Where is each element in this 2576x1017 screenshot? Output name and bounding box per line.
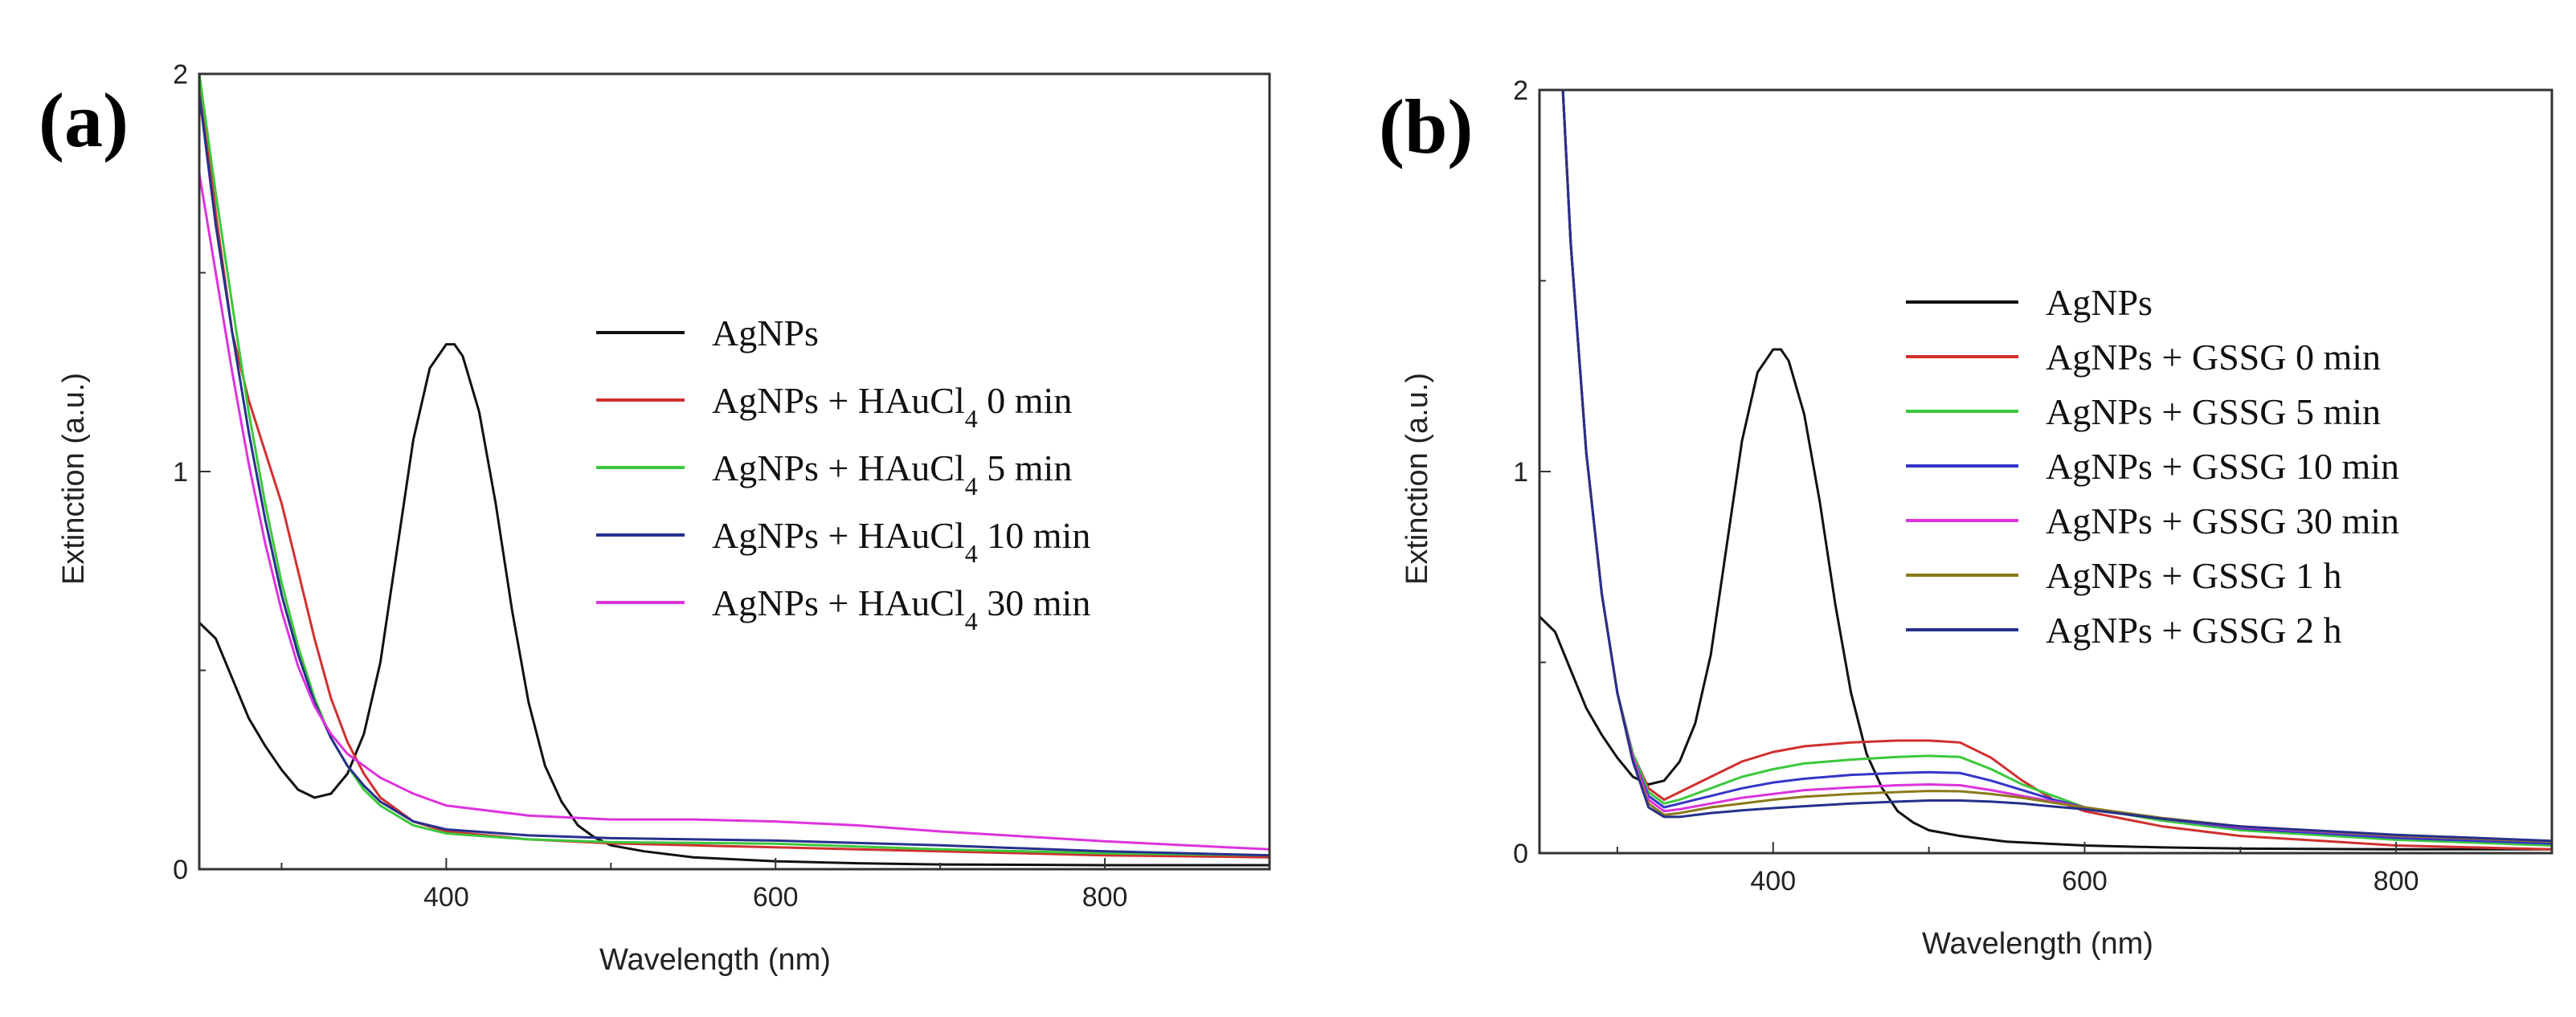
panel-b-y-tick-label: 2 <box>1513 76 1528 106</box>
panel-b-legend-label: AgNPs <box>2046 282 2153 323</box>
panel-b-label: (b) <box>1379 84 1473 170</box>
panel-a: (a) 400 600 800 0 1 2 Wavelength (nm) Extinct… <box>39 59 1271 977</box>
panel-a-plot: 400 600 800 0 1 2 <box>173 59 1271 913</box>
panel-a-legend-label: AgNPs + HAuCl4 30 min <box>712 582 1090 635</box>
panel-a-y-tick-label: 1 <box>173 457 188 488</box>
panel-b-y-tick-label: 0 <box>1513 839 1528 869</box>
panel-a-series-line <box>199 93 1270 857</box>
panel-b-legend-label: AgNPs + GSSG 2 h <box>2046 610 2341 651</box>
panel-a-legend-label: AgNPs + HAuCl4 10 min <box>712 515 1090 568</box>
panel-a-series-line <box>199 173 1270 851</box>
panel-a-xlabel: Wavelength (nm) <box>599 943 831 977</box>
panel-b-series-line <box>1539 348 2552 851</box>
panel-a-x-tick-label: 400 <box>423 882 469 913</box>
panel-b-legend-label: AgNPs + GSSG 0 min <box>2046 337 2381 378</box>
panel-a-legend-label: AgNPs <box>712 312 819 353</box>
panel-b-ylabel: Extinction (a.u.) <box>1400 373 1434 585</box>
panel-b-y-tick-label: 1 <box>1513 457 1528 488</box>
panel-b-xlabel: Wavelength (nm) <box>1922 927 2153 961</box>
panel-b-x-tick-label: 600 <box>2062 866 2108 897</box>
panel-b-x-tick-label: 400 <box>1750 866 1796 897</box>
panel-a-x-tick-label: 600 <box>753 882 799 913</box>
panel-a-legend-label: AgNPs + HAuCl4 0 min <box>712 380 1072 433</box>
panel-a-label: (a) <box>39 77 129 163</box>
panel-b-legend-label: AgNPs + GSSG 10 min <box>2046 446 2399 487</box>
panel-a-legend: AgNPs AgNPs + HAuCl4 0 min AgNPs + HAuCl4 … <box>596 312 1090 635</box>
panel-a-y-tick-label: 0 <box>173 855 188 885</box>
panel-a-ylabel: Extinction (a.u.) <box>57 373 91 585</box>
panel-a-series-line <box>199 74 1270 857</box>
panel-a-x-tick-label: 800 <box>1082 882 1128 913</box>
panel-b-legend-label: AgNPs + GSSG 5 min <box>2046 391 2381 432</box>
panel-b: (b) 400 600 800 0 1 2 Wavelength (nm) Extinct… <box>1379 76 2554 961</box>
panel-a-y-tick-label: 2 <box>173 59 188 90</box>
panel-b-x-tick-label: 800 <box>2374 866 2419 897</box>
panel-a-legend-label: AgNPs + HAuCl4 5 min <box>712 447 1072 500</box>
panel-b-legend-label: AgNPs + GSSG 1 h <box>2046 555 2341 596</box>
panel-b-legend: AgNPs AgNPs + GSSG 0 min AgNPs + GSSG 5 mi… <box>1906 282 2399 651</box>
panel-a-series-line <box>199 74 1270 859</box>
panel-b-series-line <box>1561 90 2552 843</box>
panel-a-series-line <box>199 343 1270 867</box>
panel-b-legend-label: AgNPs + GSSG 30 min <box>2046 500 2399 541</box>
panel-b-plot: 400 600 800 0 1 2 <box>1513 76 2554 897</box>
